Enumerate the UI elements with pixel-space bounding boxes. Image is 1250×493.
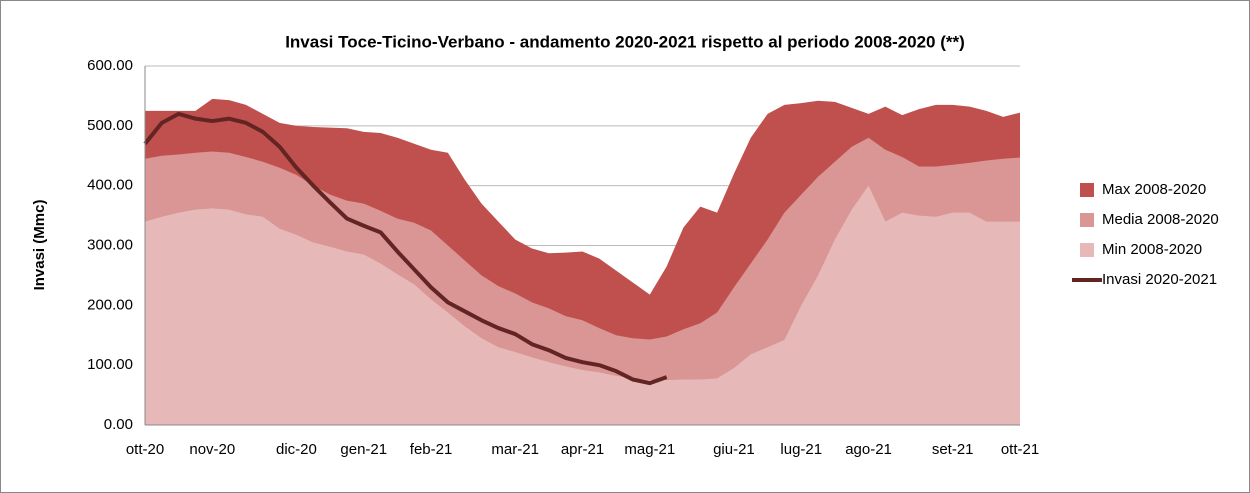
legend-label: Max 2008-2020	[1102, 181, 1206, 198]
y-tick-label: 200.00	[87, 296, 133, 313]
legend-swatch	[1080, 183, 1094, 197]
legend-label: Invasi 2020-2021	[1102, 271, 1217, 288]
x-tick-label: feb-21	[410, 441, 453, 458]
x-tick-label: mag-21	[624, 441, 675, 458]
y-tick-label: 500.00	[87, 117, 133, 134]
legend-swatch	[1080, 213, 1094, 227]
x-tick-label: dic-20	[276, 441, 317, 458]
chart-title: Invasi Toce-Ticino-Verbano - andamento 2…	[285, 32, 965, 51]
x-tick-label: giu-21	[713, 441, 755, 458]
x-tick-label: ott-20	[126, 441, 164, 458]
y-tick-label: 600.00	[87, 57, 133, 74]
legend-box	[1022, 175, 1242, 305]
y-tick-label: 0.00	[104, 416, 133, 433]
x-tick-label: ott-21	[1001, 441, 1039, 458]
x-tick-label: set-21	[932, 441, 974, 458]
x-tick-label: apr-21	[561, 441, 604, 458]
y-tick-label: 400.00	[87, 177, 133, 194]
x-tick-label: nov-20	[189, 441, 235, 458]
area	[145, 185, 1020, 425]
x-tick-label: mar-21	[491, 441, 539, 458]
x-tick-label: gen-21	[340, 441, 387, 458]
line	[143, 111, 668, 386]
x-tick-label: lug-21	[780, 441, 822, 458]
legend-swatch	[1080, 243, 1094, 257]
y-axis-title: Invasi (Mmc)	[31, 200, 48, 291]
legend-label: Min 2008-2020	[1102, 241, 1202, 258]
y-tick-label: 100.00	[87, 356, 133, 373]
y-tick-label: 300.00	[87, 236, 133, 253]
legend-label: Media 2008-2020	[1102, 211, 1219, 228]
x-tick-label: ago-21	[845, 441, 892, 458]
